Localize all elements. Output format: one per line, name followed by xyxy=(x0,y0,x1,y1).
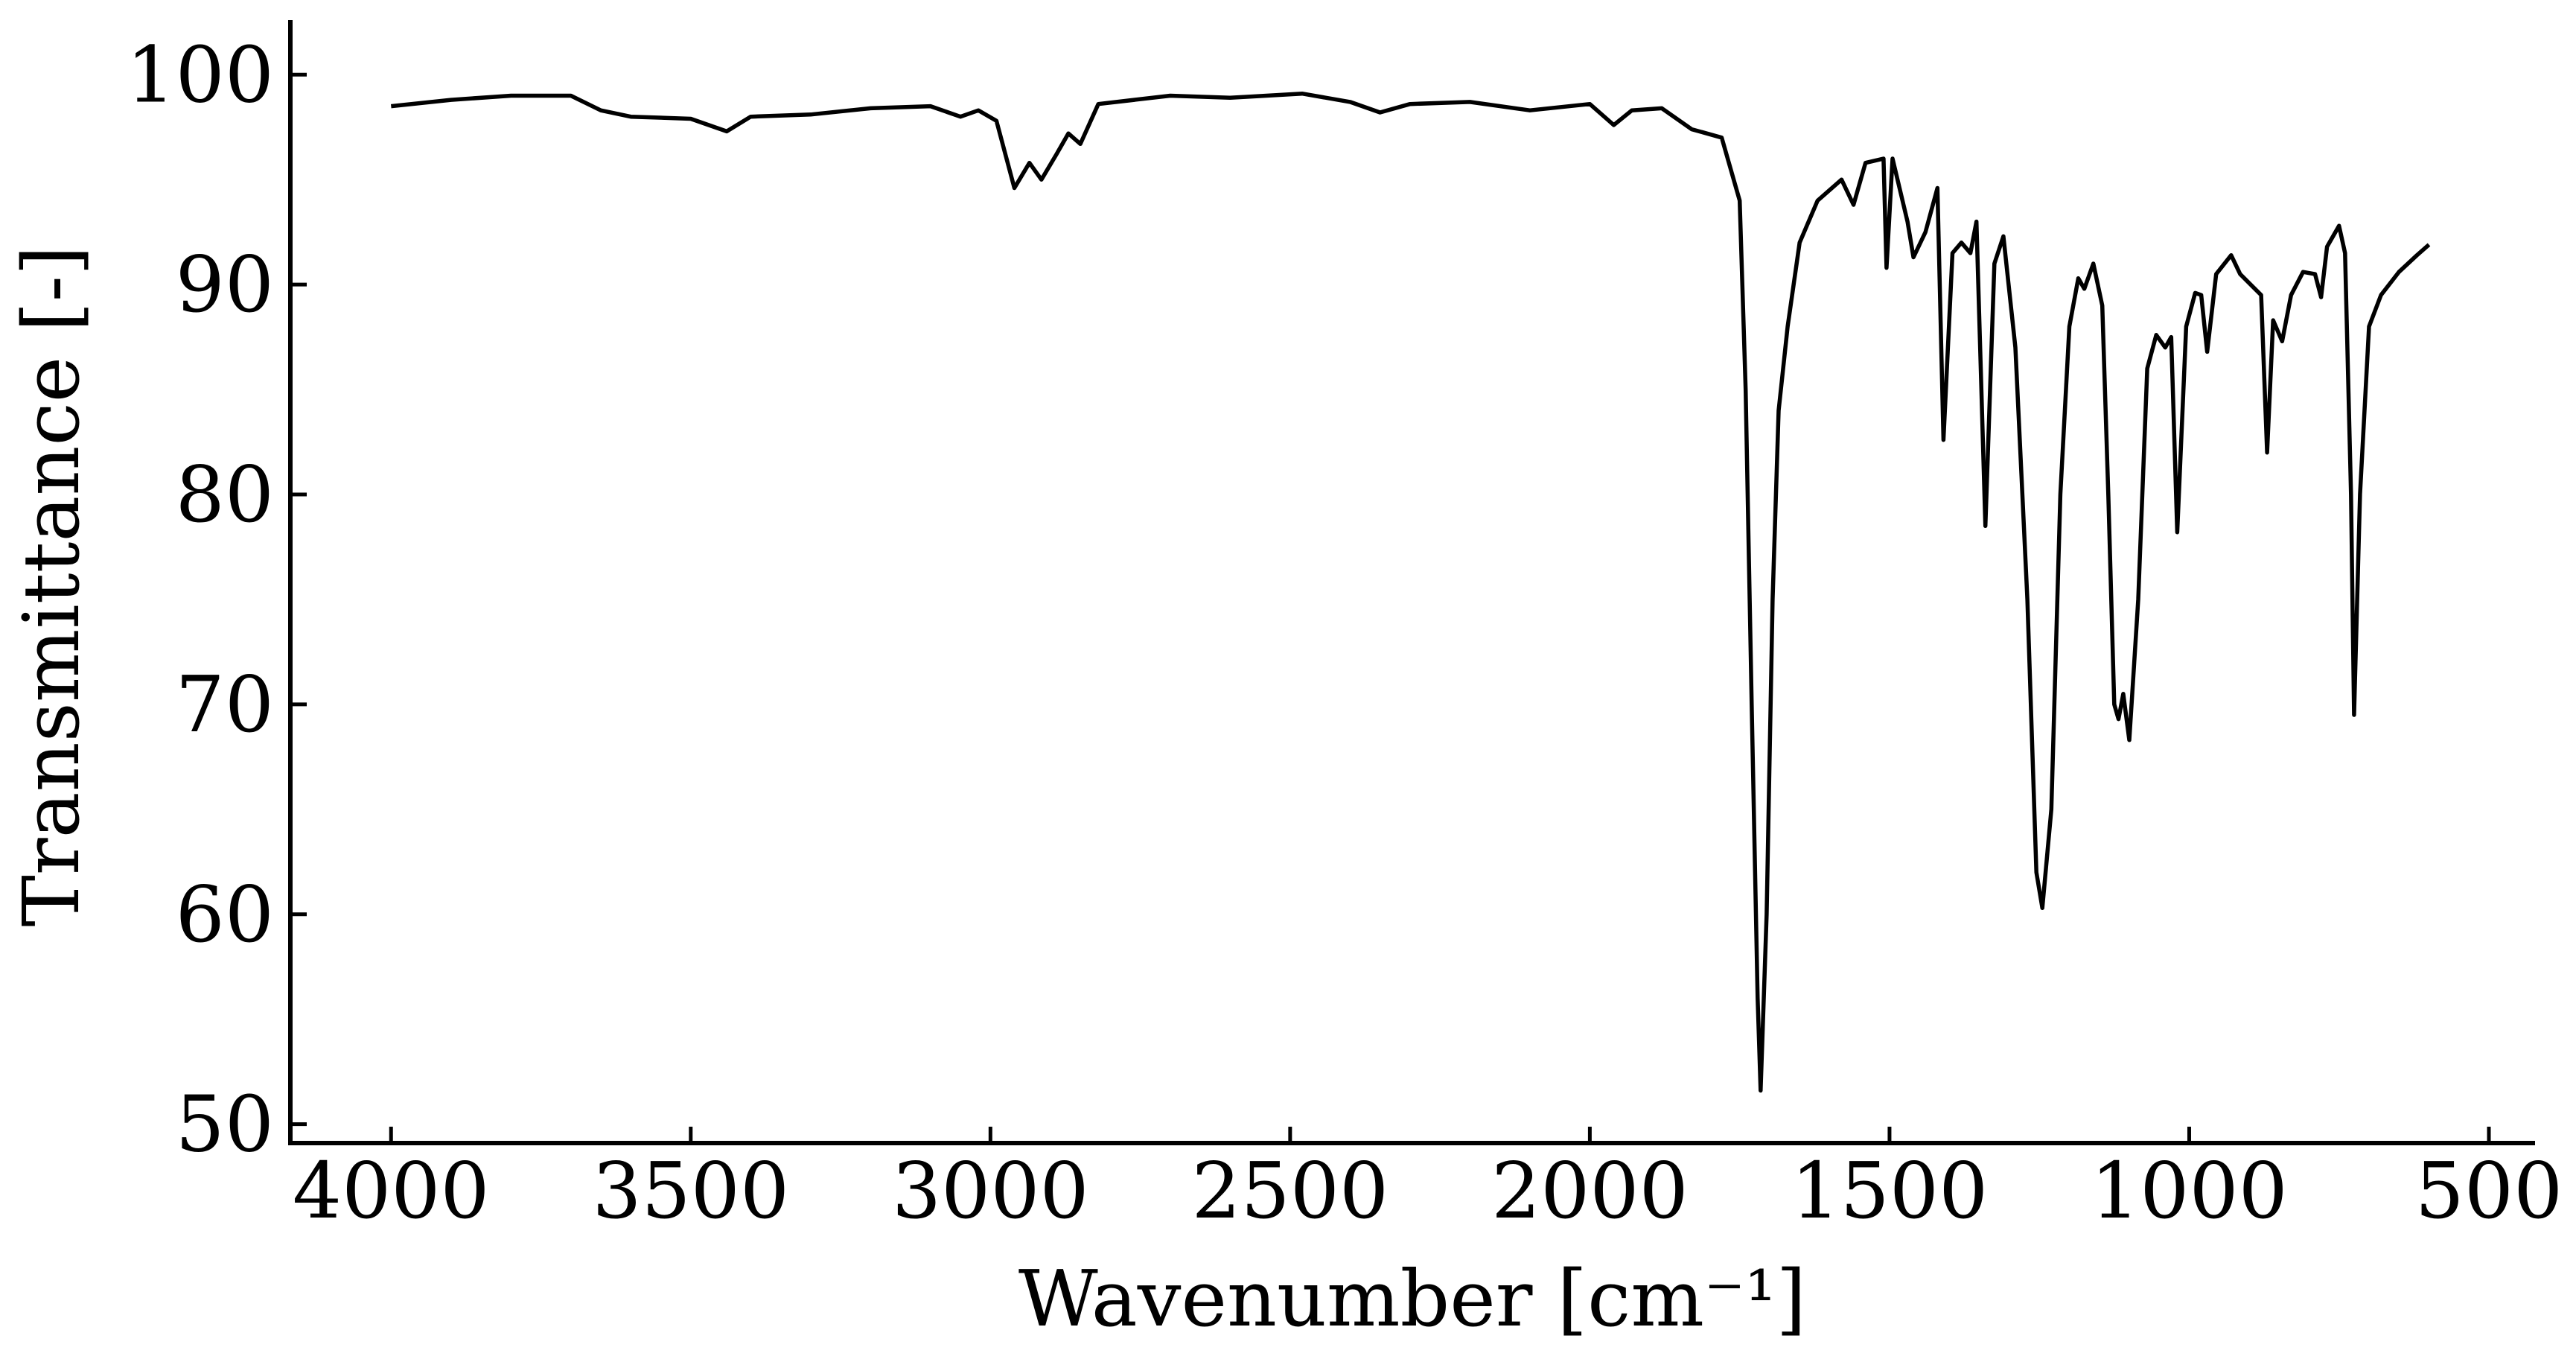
y-tick-label: 50 xyxy=(176,1079,274,1170)
x-tick-label: 1000 xyxy=(2091,1145,2288,1236)
y-tick-label: 90 xyxy=(176,239,274,330)
x-tick-label: 3500 xyxy=(592,1145,789,1236)
y-tick-label: 60 xyxy=(176,869,274,960)
y-tick-label: 80 xyxy=(176,449,274,540)
x-tick-label: 2500 xyxy=(1192,1145,1389,1236)
x-tick-label: 4000 xyxy=(293,1145,490,1236)
y-axis-label: Transmittance [-] xyxy=(6,245,97,926)
x-axis-label: Wavenumber [cm⁻¹] xyxy=(1018,1253,1806,1344)
x-tick-label: 2000 xyxy=(1491,1145,1689,1236)
x-tick-label: 3000 xyxy=(892,1145,1089,1236)
x-tick-label: 500 xyxy=(2415,1145,2563,1236)
y-tick-label: 100 xyxy=(126,29,274,120)
x-tick-label: 1500 xyxy=(1791,1145,1989,1236)
spectrum-line xyxy=(391,91,2431,1093)
y-tick-label: 70 xyxy=(176,659,274,750)
